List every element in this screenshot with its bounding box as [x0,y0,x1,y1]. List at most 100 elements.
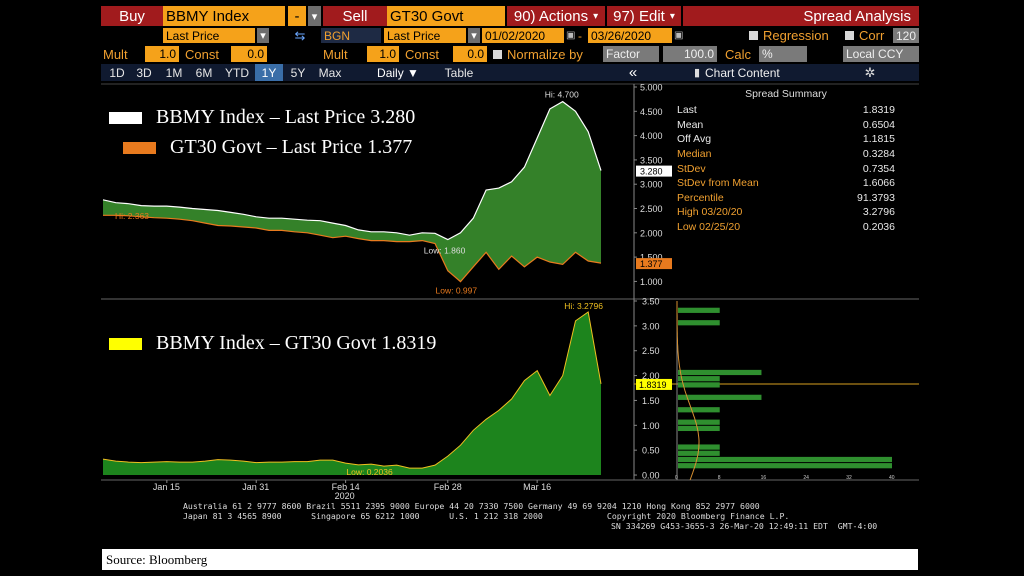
summary-value: 1.6066 [862,177,895,190]
legend-bbmy: BBMY Index – Last Price 3.280 [109,106,415,129]
summary-row: Last 1.8319 [677,103,895,118]
legend-gt30-swatch [123,141,156,154]
summary-row: StDev 0.7354 [677,161,895,176]
range-tab-max[interactable]: Max [318,65,342,80]
summary-label: Last [677,104,697,117]
histogram-x-tick-label: 32 [846,475,852,481]
range-tab-3d[interactable]: 3D [136,65,152,80]
range-tabs-row: 1D 3D 1M 6M YTD 1Y 5Y Max Daily ▼ Table « ▮ Cha… [101,64,919,81]
gear-icon[interactable]: ✲ [864,64,876,80]
bbmy-line [102,100,602,241]
summary-row: Low 02/25/20 0.2036 [677,220,895,235]
distribution-curve [676,301,700,481]
y-tick-label: 2.000 [640,228,663,238]
const2-label: Const [405,46,439,62]
actions-menu-label: 90) Actions [513,7,589,25]
calendar-icon[interactable]: ▣ [566,30,576,41]
currency-select[interactable]: Local CCY [843,46,919,62]
y-tick-label: 5.000 [640,83,663,93]
annotation-low-gt30: Low: 0.997 [436,286,478,296]
summary-value: 0.7354 [862,162,895,175]
spread-summary-title: Spread Summary [745,88,827,100]
chart-content-label[interactable]: Chart Content [705,65,780,80]
footer-line-3: SN 334269 G453-3655-3 26-Mar-20 12:49:11… [611,521,878,531]
factor-field[interactable]: 100.0 [663,46,717,62]
y-tick-label: 2.50 [642,346,660,356]
edit-menu[interactable]: 97) Edit ▾ [607,6,681,26]
corr-checkbox[interactable] [845,28,855,43]
corr-window-field[interactable]: 120 [893,28,919,43]
summary-value: 0.6504 [862,118,895,131]
dropdown-arrow-icon[interactable]: ▾ [308,6,321,26]
end-date-field[interactable]: 03/26/2020 [588,28,672,43]
collapse-arrows-icon[interactable]: « [628,64,638,81]
summary-value: 91.3793 [857,191,895,204]
multiplier-row: Mult 1.0 Const 0.0 Mult 1.0 Const 0.0 No… [101,46,919,62]
const1-field[interactable]: 0.0 [231,46,267,62]
chart-content-icon[interactable]: ▮ [693,67,701,79]
summary-value: 1.1815 [862,133,895,146]
histogram-bar [678,425,720,432]
swap-arrows-icon[interactable]: ⇆ [294,27,306,43]
range-tab-6m[interactable]: 6M [195,65,213,80]
calc-select[interactable]: % [759,46,807,62]
field-selector-row: Last Price ▾ ⇆ BGN Last Price ▾ 01/02/20… [101,28,919,43]
end-calendar-icon[interactable]: ▣ [674,30,684,41]
range-tab-1y[interactable]: 1Y [255,64,283,81]
footer-line-2: Japan 81 3 4565 8900 Singapore 65 6212 1… [183,511,790,521]
range-tab-1d[interactable]: 1D [109,65,125,80]
last-value-gt30: 1.377 [640,259,663,269]
summary-row: Percentile 91.3793 [677,191,895,206]
y-tick-label: 0.00 [642,471,660,481]
normalize-label: Normalize by [507,46,583,62]
calc-label: Calc [725,46,752,62]
x-year-label: 2020 [335,491,355,501]
y-tick-label: 3.00 [642,321,660,331]
const1-label: Const [185,46,219,62]
summary-label: Low 02/25/20 [677,221,741,234]
normalize-checkbox[interactable] [493,46,503,62]
histogram-bar [678,320,720,326]
const2-field[interactable]: 0.0 [453,46,487,62]
summary-label: Off Avg [677,133,712,146]
normalize-select[interactable]: Factor [603,46,659,62]
actions-dropdown-icon: ▾ [593,10,599,22]
range-tab-1m[interactable]: 1M [165,65,183,80]
field2-dropdown-icon[interactable]: ▾ [468,28,480,43]
range-tab-ytd[interactable]: YTD [225,65,249,80]
bloomberg-terminal: Buy BBMY Index - ▾ Sell GT30 Govt 90) Ac… [101,6,919,531]
source-field[interactable]: BGN [321,28,381,43]
regression-checkbox[interactable] [749,28,759,43]
annotation-hi-gt30: Hi: 2.363 [115,211,149,221]
summary-label: StDev [677,162,706,175]
buy-security-field[interactable]: BBMY Index [163,6,285,26]
histogram-x-tick-label: 8 [718,475,721,481]
histogram-bar [678,419,720,425]
mult1-field[interactable]: 1.0 [145,46,179,62]
periodicity-select[interactable]: Daily ▼ [377,65,419,80]
edit-dropdown-icon: ▾ [669,10,675,22]
sell-security-field[interactable]: GT30 Govt [387,6,505,26]
legend-spread-text: BBMY Index – GT30 Govt 1.8319 [156,332,437,354]
actions-menu[interactable]: 90) Actions ▾ [507,6,605,26]
summary-value: 0.3284 [862,148,895,161]
mult2-field[interactable]: 1.0 [367,46,399,62]
last-value-bbmy: 3.280 [640,167,663,177]
field2-select[interactable]: Last Price [384,28,466,43]
histogram-bar [678,307,720,313]
y-tick-label: 4.000 [640,131,663,141]
last-marker-gt30 [636,258,672,270]
legend-bbmy-swatch [109,111,142,124]
range-tab-5y[interactable]: 5Y [290,65,306,80]
summary-row: StDev from Mean 1.6066 [677,176,895,191]
field1-select[interactable]: Last Price [163,28,255,43]
dash-button[interactable]: - [288,6,306,26]
histogram-bar [678,369,762,376]
field1-dropdown-icon[interactable]: ▾ [257,28,269,43]
corr-label: Corr [859,28,885,43]
annotation-hi-spread: Hi: 3.2796 [564,301,603,311]
spread-line [102,311,602,469]
start-date-field[interactable]: 01/02/2020 [482,28,564,43]
summary-row: Off Avg 1.1815 [677,132,895,147]
table-button[interactable]: Table [444,65,474,80]
